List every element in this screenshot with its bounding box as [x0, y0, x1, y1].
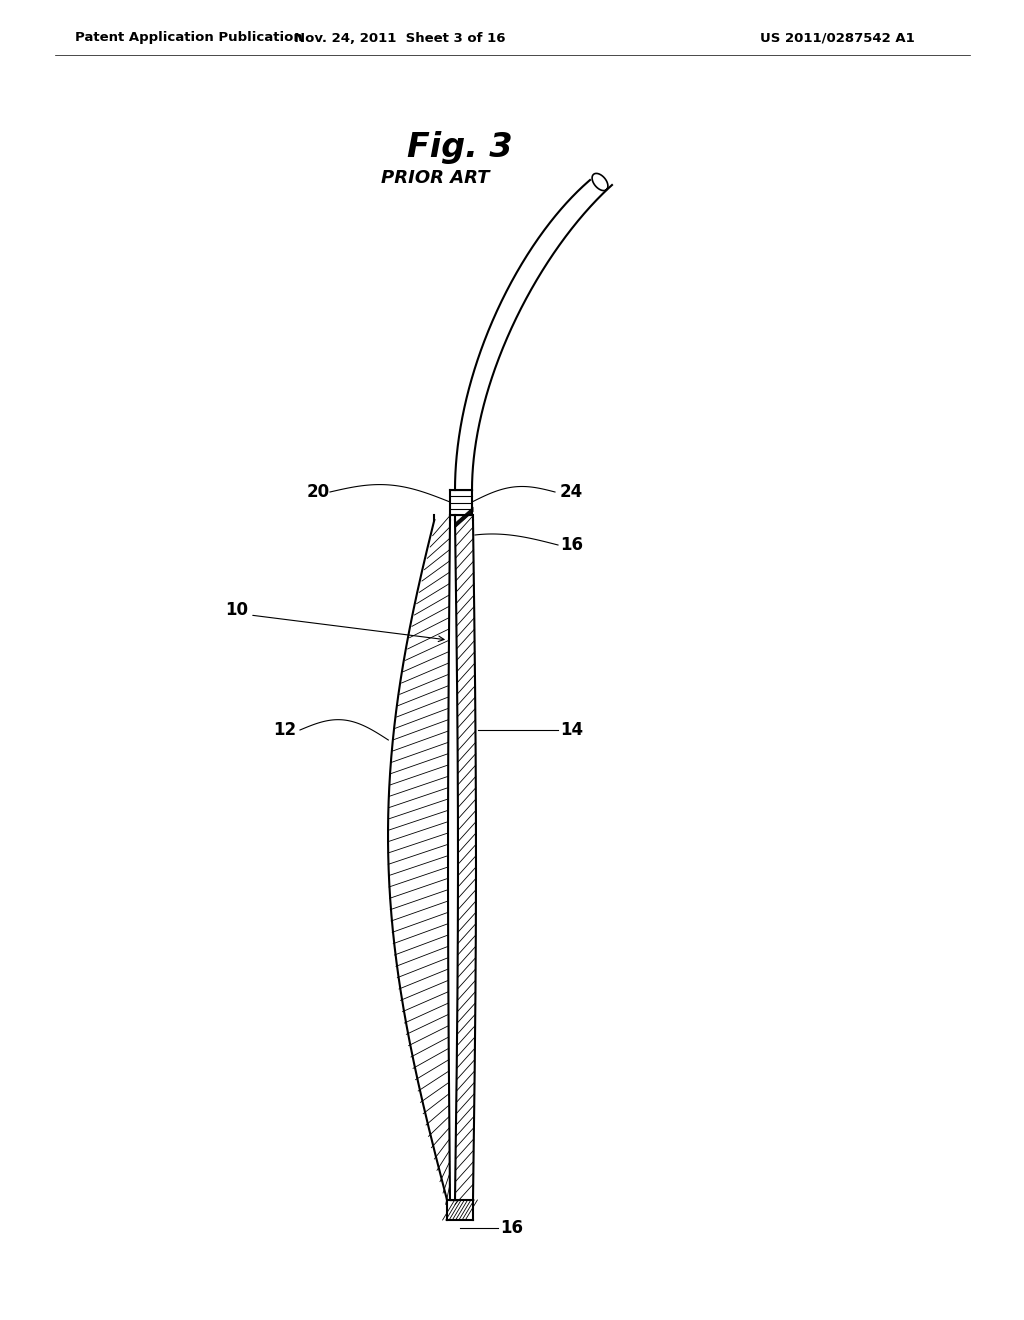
Text: 16: 16 — [500, 1218, 523, 1237]
Text: Nov. 24, 2011  Sheet 3 of 16: Nov. 24, 2011 Sheet 3 of 16 — [294, 32, 506, 45]
Text: 16: 16 — [560, 536, 583, 554]
Text: PRIOR ART: PRIOR ART — [381, 169, 489, 187]
Text: Fig. 3: Fig. 3 — [408, 132, 513, 165]
Text: 14: 14 — [560, 721, 583, 739]
Text: 24: 24 — [560, 483, 584, 502]
Text: Patent Application Publication: Patent Application Publication — [75, 32, 303, 45]
Text: 12: 12 — [272, 721, 296, 739]
Text: US 2011/0287542 A1: US 2011/0287542 A1 — [760, 32, 914, 45]
Text: 10: 10 — [225, 601, 248, 619]
Text: 20: 20 — [307, 483, 330, 502]
